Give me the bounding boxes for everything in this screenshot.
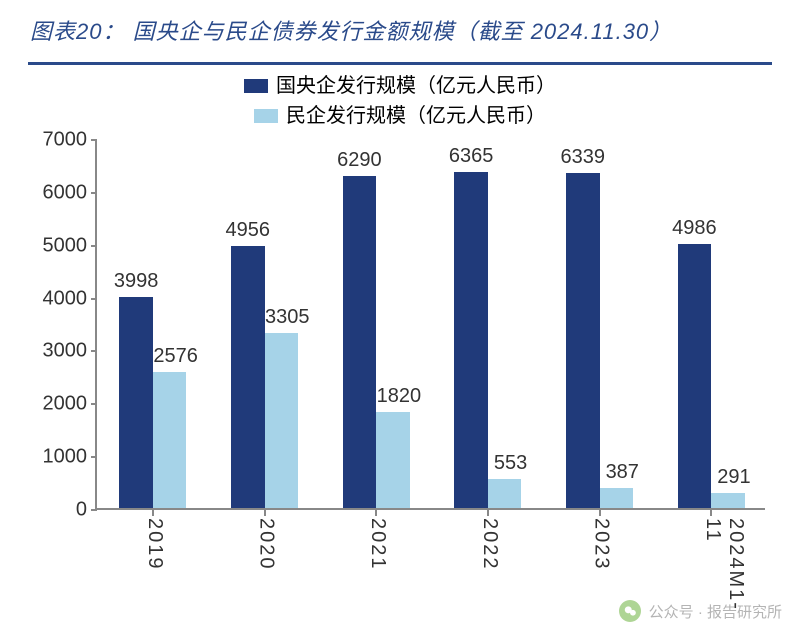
ytick-mark <box>91 403 97 405</box>
chart-container: 图表20： 国央企与民企债券发行金额规模（截至 2024.11.30） 国央企发… <box>0 0 800 634</box>
xtick-label: 2022 <box>478 518 501 571</box>
legend-label-series1: 国央企发行规模（亿元人民币） <box>276 71 556 101</box>
bar-series1 <box>566 173 600 508</box>
ytick-mark <box>91 298 97 300</box>
xtick-label: 2020 <box>255 518 278 571</box>
legend-swatch-series2 <box>254 109 278 123</box>
ytick-label: 1000 <box>27 446 87 469</box>
plot: 0100020003000400050006000700039982576201… <box>95 140 765 510</box>
bar-value-series2: 1820 <box>377 385 422 408</box>
ytick-mark <box>91 192 97 194</box>
xtick-mark <box>264 510 266 516</box>
xtick-mark <box>710 510 712 516</box>
xtick-mark <box>375 510 377 516</box>
bar-series2 <box>488 479 522 508</box>
wechat-icon <box>619 600 641 622</box>
ytick-mark <box>91 139 97 141</box>
bar-value-series2: 291 <box>717 466 750 489</box>
bar-value-series2: 3305 <box>265 306 310 329</box>
bar-value-series1: 4986 <box>672 217 717 240</box>
legend-swatch-series1 <box>244 79 268 93</box>
ytick-mark <box>91 456 97 458</box>
bar-series1 <box>119 297 153 508</box>
ytick-label: 5000 <box>27 234 87 257</box>
bar-series2 <box>600 488 634 508</box>
legend-row-2: 民企发行规模（亿元人民币） <box>0 101 800 131</box>
chart-title: 图表20： 国央企与民企债券发行金额规模（截至 2024.11.30） <box>30 19 672 44</box>
bar-value-series2: 387 <box>606 461 639 484</box>
ytick-label: 3000 <box>27 340 87 363</box>
bar-value-series1: 6365 <box>449 145 494 168</box>
chart-plot-area: 0100020003000400050006000700039982576201… <box>95 140 765 510</box>
bar-series2 <box>265 333 299 508</box>
bar-value-series1: 6290 <box>337 149 382 172</box>
ytick-label: 2000 <box>27 393 87 416</box>
bar-series1 <box>231 246 265 508</box>
xtick-mark <box>487 510 489 516</box>
ytick-mark <box>91 245 97 247</box>
bar-series2 <box>711 493 745 508</box>
watermark: 公众号 · 报告研究所 <box>619 600 782 622</box>
bar-series2 <box>376 412 410 508</box>
watermark-text: 公众号 · 报告研究所 <box>649 601 782 622</box>
xtick-label: 2021 <box>366 518 389 571</box>
bar-series1 <box>454 172 488 508</box>
legend-label-series2: 民企发行规模（亿元人民币） <box>286 101 546 131</box>
xtick-mark <box>152 510 154 516</box>
bar-value-series1: 4956 <box>226 219 271 242</box>
ytick-mark <box>91 350 97 352</box>
xtick-label: 2024M1-11 <box>701 518 747 611</box>
ytick-mark <box>91 509 97 511</box>
xtick-label: 2023 <box>590 518 613 571</box>
bar-series1 <box>678 244 712 508</box>
bar-value-series2: 553 <box>494 452 527 475</box>
legend: 国央企发行规模（亿元人民币） 民企发行规模（亿元人民币） <box>0 71 800 131</box>
bar-series2 <box>153 372 187 508</box>
xtick-label: 2019 <box>143 518 166 571</box>
xtick-mark <box>599 510 601 516</box>
bar-series1 <box>343 176 377 508</box>
ytick-label: 6000 <box>27 181 87 204</box>
title-underline <box>28 62 772 65</box>
legend-row-1: 国央企发行规模（亿元人民币） <box>0 71 800 101</box>
ytick-label: 7000 <box>27 129 87 152</box>
chart-title-bar: 图表20： 国央企与民企债券发行金额规模（截至 2024.11.30） <box>0 0 800 56</box>
bar-value-series2: 2576 <box>153 345 198 368</box>
ytick-label: 0 <box>27 499 87 522</box>
bar-value-series1: 6339 <box>561 146 606 169</box>
bar-value-series1: 3998 <box>114 270 159 293</box>
ytick-label: 4000 <box>27 287 87 310</box>
